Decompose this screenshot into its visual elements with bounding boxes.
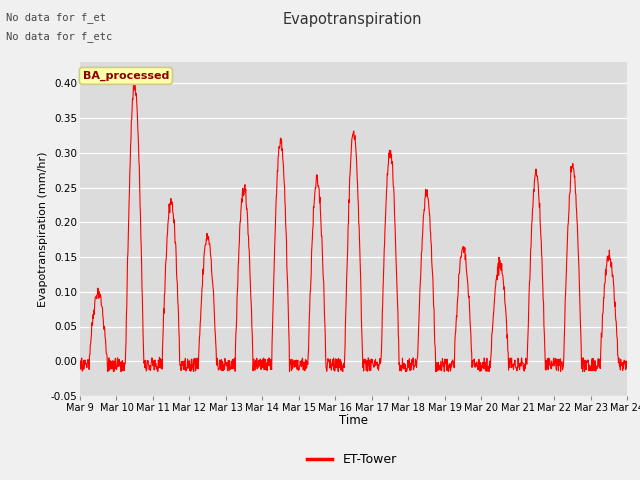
Text: Evapotranspiration: Evapotranspiration — [282, 12, 422, 27]
X-axis label: Time: Time — [339, 414, 368, 427]
Legend: ET-Tower: ET-Tower — [302, 448, 402, 471]
Y-axis label: Evapotranspiration (mm/hr): Evapotranspiration (mm/hr) — [38, 152, 48, 307]
Text: No data for f_etc: No data for f_etc — [6, 31, 113, 42]
Text: BA_processed: BA_processed — [83, 71, 169, 81]
Text: No data for f_et: No data for f_et — [6, 12, 106, 23]
